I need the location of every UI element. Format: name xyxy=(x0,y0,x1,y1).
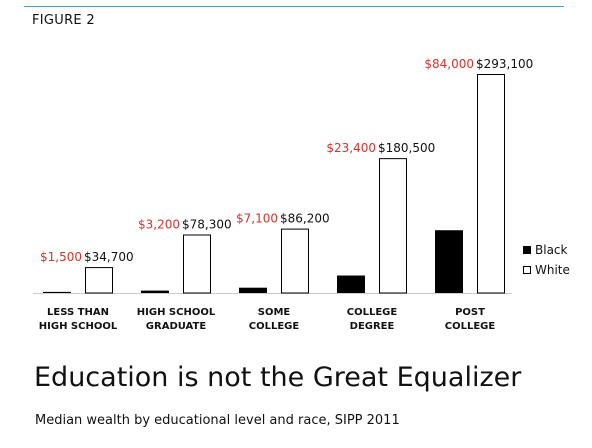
x-tick-label: COLLEGE xyxy=(249,321,300,332)
bar-black xyxy=(43,291,71,293)
bar-black xyxy=(337,275,365,293)
data-label-black: $84,000 xyxy=(424,57,474,71)
bar-white xyxy=(379,158,407,294)
data-label-white: $78,300 xyxy=(182,217,232,231)
bar-black xyxy=(141,290,169,293)
x-tick-label: HIGH SCHOOL xyxy=(137,307,216,318)
legend-swatch-black xyxy=(523,246,531,254)
x-tick-label: COLLEGE xyxy=(347,307,398,318)
chart-title: Education is not the Great Equalizer xyxy=(34,362,522,393)
bar-white xyxy=(477,74,505,294)
data-label-white: $86,200 xyxy=(280,212,330,226)
bar-white xyxy=(85,267,113,294)
data-label-black: $7,100 xyxy=(236,212,278,226)
data-label-white: $180,500 xyxy=(378,141,435,155)
legend-label-black: Black xyxy=(535,243,568,257)
x-tick-label: GRADUATE xyxy=(146,321,207,332)
legend: Black White xyxy=(523,240,570,280)
x-tick-label: HIGH SCHOOL xyxy=(39,321,118,332)
x-tick-label: COLLEGE xyxy=(445,321,496,332)
data-label-white: $34,700 xyxy=(84,250,134,264)
bar-black xyxy=(435,230,463,293)
legend-item-white: White xyxy=(523,260,570,280)
bar-black xyxy=(239,287,267,293)
x-tick-label: SOME xyxy=(258,307,291,318)
x-tick-label: POST xyxy=(455,307,485,318)
data-label-white: $293,100 xyxy=(476,57,533,71)
x-tick-label: DEGREE xyxy=(350,321,395,332)
bar-white xyxy=(281,228,309,294)
legend-label-white: White xyxy=(535,263,570,277)
data-label-black: $23,400 xyxy=(326,141,376,155)
bar-white xyxy=(183,234,211,294)
data-label-black: $1,500 xyxy=(40,250,82,264)
legend-swatch-white xyxy=(523,266,531,274)
top-rule xyxy=(24,6,564,7)
chart-subtitle: Median wealth by educational level and r… xyxy=(35,413,400,428)
figure-label: FIGURE 2 xyxy=(32,13,95,28)
data-label-black: $3,200 xyxy=(138,217,180,231)
x-tick-label: LESS THAN xyxy=(47,307,109,318)
legend-item-black: Black xyxy=(523,240,570,260)
